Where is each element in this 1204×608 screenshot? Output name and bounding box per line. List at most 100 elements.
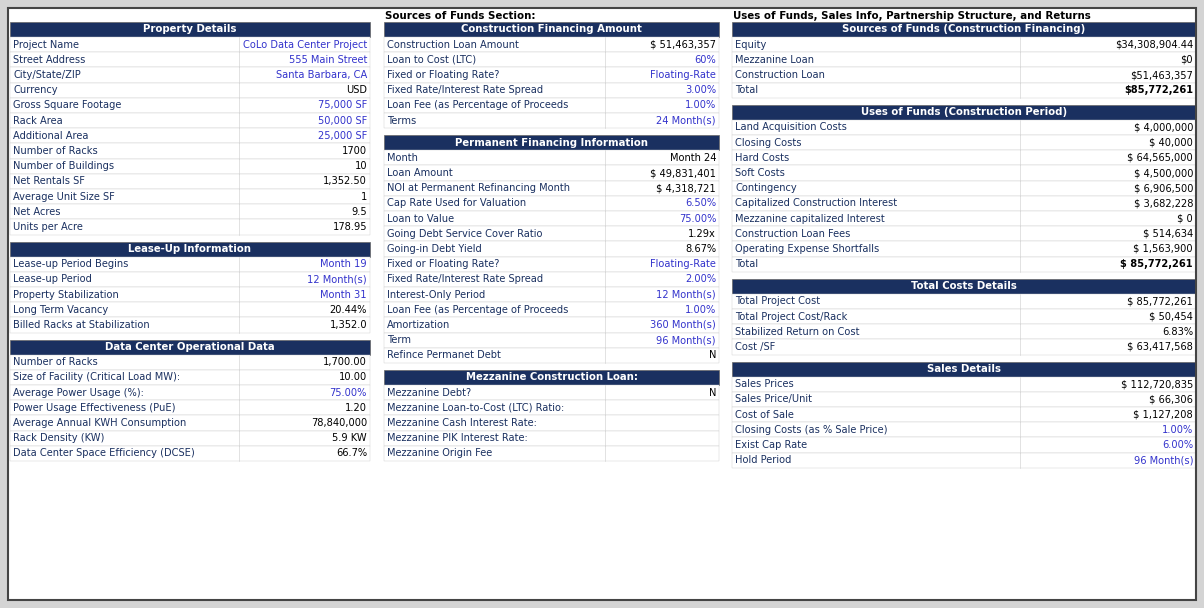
Text: Loan to Cost (LTC): Loan to Cost (LTC) xyxy=(386,55,476,65)
Bar xyxy=(384,257,719,272)
Text: 10: 10 xyxy=(354,161,367,171)
Text: Sales Details: Sales Details xyxy=(927,364,1001,374)
Text: Fixed Rate/Interest Rate Spread: Fixed Rate/Interest Rate Spread xyxy=(386,85,543,95)
Text: Capitalized Construction Interest: Capitalized Construction Interest xyxy=(734,198,897,209)
Text: Operating Expense Shortfalls: Operating Expense Shortfalls xyxy=(734,244,879,254)
Bar xyxy=(384,113,719,128)
Bar xyxy=(10,400,370,415)
Bar xyxy=(384,317,719,333)
Text: Total Project Cost: Total Project Cost xyxy=(734,296,820,306)
Bar xyxy=(384,385,719,400)
Text: 20.44%: 20.44% xyxy=(330,305,367,315)
Bar xyxy=(384,415,719,430)
Text: Loan to Value: Loan to Value xyxy=(386,213,454,224)
Bar xyxy=(384,165,719,181)
Text: Long Term Vacancy: Long Term Vacancy xyxy=(13,305,108,315)
Text: Average Annual KWH Consumption: Average Annual KWH Consumption xyxy=(13,418,187,428)
Bar xyxy=(10,430,370,446)
Text: Project Name: Project Name xyxy=(13,40,79,50)
Bar xyxy=(384,67,719,83)
Text: $ 4,000,000: $ 4,000,000 xyxy=(1133,122,1193,133)
Text: City/State/ZIP: City/State/ZIP xyxy=(13,70,81,80)
Bar xyxy=(732,83,1196,98)
Text: Fixed Rate/Interest Rate Spread: Fixed Rate/Interest Rate Spread xyxy=(386,274,543,285)
Text: $85,772,261: $85,772,261 xyxy=(1125,85,1193,95)
Text: Property Stabilization: Property Stabilization xyxy=(13,289,119,300)
Text: $ 85,772,261: $ 85,772,261 xyxy=(1127,296,1193,306)
Bar xyxy=(384,150,719,165)
Text: $ 4,500,000: $ 4,500,000 xyxy=(1133,168,1193,178)
Text: Construction Financing Amount: Construction Financing Amount xyxy=(461,24,642,35)
Text: $34,308,904.44: $34,308,904.44 xyxy=(1115,40,1193,50)
Bar xyxy=(10,98,370,113)
Text: Mezzanine PIK Interest Rate:: Mezzanine PIK Interest Rate: xyxy=(386,433,527,443)
Bar xyxy=(732,22,1196,37)
Bar xyxy=(10,143,370,159)
Text: N: N xyxy=(709,350,716,361)
Bar xyxy=(732,362,1196,376)
Bar xyxy=(732,437,1196,452)
Text: 5.9 KW: 5.9 KW xyxy=(332,433,367,443)
Text: 78,840,000: 78,840,000 xyxy=(311,418,367,428)
Bar xyxy=(384,241,719,257)
Text: Mezzanine Debt?: Mezzanine Debt? xyxy=(386,387,471,398)
Bar xyxy=(10,128,370,143)
Text: Mezzanine Construction Loan:: Mezzanine Construction Loan: xyxy=(466,373,637,382)
Text: Lease-Up Information: Lease-Up Information xyxy=(129,244,252,254)
Text: 75.00%: 75.00% xyxy=(679,213,716,224)
Text: 96 Month(s): 96 Month(s) xyxy=(1133,455,1193,465)
Text: Total: Total xyxy=(734,259,759,269)
Bar xyxy=(732,392,1196,407)
Text: Data Center Operational Data: Data Center Operational Data xyxy=(105,342,275,352)
Bar xyxy=(10,113,370,128)
Text: 24 Month(s): 24 Month(s) xyxy=(656,116,716,126)
Text: $ 85,772,261: $ 85,772,261 xyxy=(1121,259,1193,269)
Bar xyxy=(384,333,719,348)
Text: Data Center Space Efficiency (DCSE): Data Center Space Efficiency (DCSE) xyxy=(13,448,195,458)
Text: NOI at Permanent Refinancing Month: NOI at Permanent Refinancing Month xyxy=(386,183,569,193)
Bar xyxy=(10,354,370,370)
Text: Street Address: Street Address xyxy=(13,55,85,65)
Text: Total Costs Details: Total Costs Details xyxy=(911,282,1017,291)
Text: 6.83%: 6.83% xyxy=(1162,326,1193,337)
Text: Size of Facility (Critical Load MW):: Size of Facility (Critical Load MW): xyxy=(13,372,181,382)
Text: 10.00: 10.00 xyxy=(338,372,367,382)
Bar xyxy=(732,105,1196,120)
Text: Month 31: Month 31 xyxy=(320,289,367,300)
Bar xyxy=(384,446,719,461)
Text: Billed Racks at Stabilization: Billed Racks at Stabilization xyxy=(13,320,149,330)
Bar xyxy=(732,241,1196,257)
Bar xyxy=(732,257,1196,272)
Text: 9.5: 9.5 xyxy=(352,207,367,217)
Text: Fixed or Floating Rate?: Fixed or Floating Rate? xyxy=(386,259,500,269)
Bar xyxy=(10,159,370,174)
Bar xyxy=(384,22,719,37)
Text: Mezzanine Cash Interest Rate:: Mezzanine Cash Interest Rate: xyxy=(386,418,537,428)
Text: 360 Month(s): 360 Month(s) xyxy=(650,320,716,330)
Text: Number of Racks: Number of Racks xyxy=(13,357,98,367)
Text: Stabilized Return on Cost: Stabilized Return on Cost xyxy=(734,326,860,337)
Bar xyxy=(732,150,1196,165)
Text: $ 3,682,228: $ 3,682,228 xyxy=(1133,198,1193,209)
Text: Land Acquisition Costs: Land Acquisition Costs xyxy=(734,122,846,133)
Text: Loan Amount: Loan Amount xyxy=(386,168,453,178)
Bar xyxy=(10,287,370,302)
Text: $ 1,563,900: $ 1,563,900 xyxy=(1133,244,1193,254)
Text: Average Unit Size SF: Average Unit Size SF xyxy=(13,192,114,202)
Bar xyxy=(732,324,1196,339)
Text: Net Rentals SF: Net Rentals SF xyxy=(13,176,84,187)
Text: Permanent Financing Information: Permanent Financing Information xyxy=(455,137,648,148)
Text: Soft Costs: Soft Costs xyxy=(734,168,785,178)
Bar xyxy=(10,83,370,98)
Bar xyxy=(10,385,370,400)
Text: 75,000 SF: 75,000 SF xyxy=(318,100,367,111)
Bar xyxy=(732,165,1196,181)
Bar xyxy=(732,407,1196,422)
Text: Rack Area: Rack Area xyxy=(13,116,63,126)
Bar xyxy=(384,370,719,385)
Text: N: N xyxy=(709,387,716,398)
Bar xyxy=(732,37,1196,52)
Bar xyxy=(10,272,370,287)
Text: Total: Total xyxy=(734,85,759,95)
Text: Construction Loan Amount: Construction Loan Amount xyxy=(386,40,519,50)
